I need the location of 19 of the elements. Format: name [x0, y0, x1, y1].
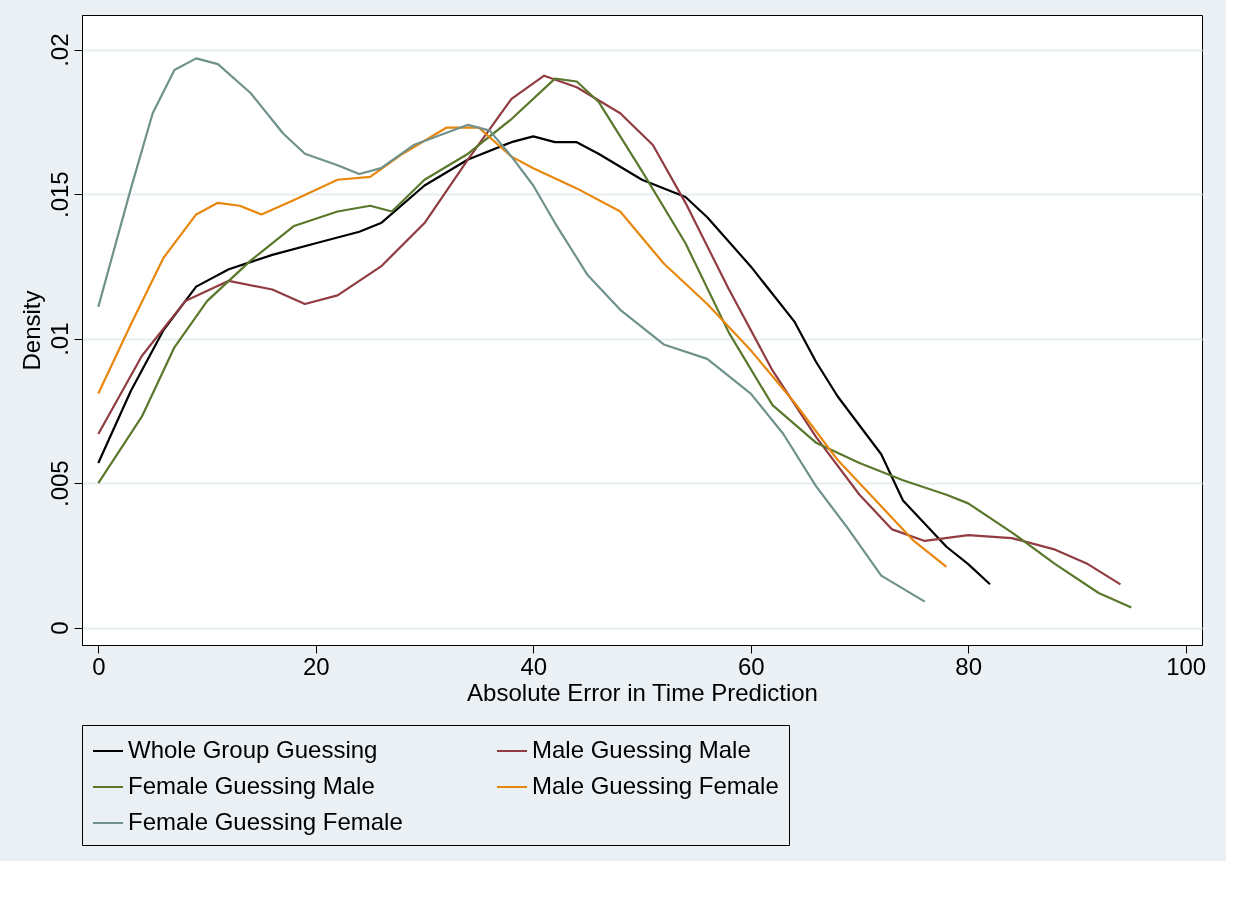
legend-label: Female Guessing Male	[128, 772, 375, 799]
x-tick-label: 0	[92, 652, 106, 680]
legend-label: Whole Group Guessing	[128, 736, 378, 763]
y-tick-label: 0	[45, 621, 73, 635]
y-axis-title: Density	[17, 290, 45, 371]
x-tick-label: 100	[1166, 652, 1207, 680]
line-series	[97, 57, 926, 603]
y-tick-label: .01	[45, 322, 73, 356]
y-tick-label: .02	[45, 33, 73, 67]
legend-label: Male Guessing Male	[532, 736, 751, 763]
x-axis-title: Absolute Error in Time Prediction	[467, 678, 818, 706]
y-tick-label: .005	[45, 460, 73, 508]
legend-label: Male Guessing Female	[532, 772, 779, 799]
legend-label: Female Guessing Female	[128, 808, 403, 835]
x-tick-label: 80	[955, 652, 983, 680]
x-tick-label: 60	[737, 652, 765, 680]
y-tick-label: .015	[45, 171, 73, 219]
x-tick-label: 20	[302, 652, 330, 680]
x-tick-label: 40	[520, 652, 548, 680]
